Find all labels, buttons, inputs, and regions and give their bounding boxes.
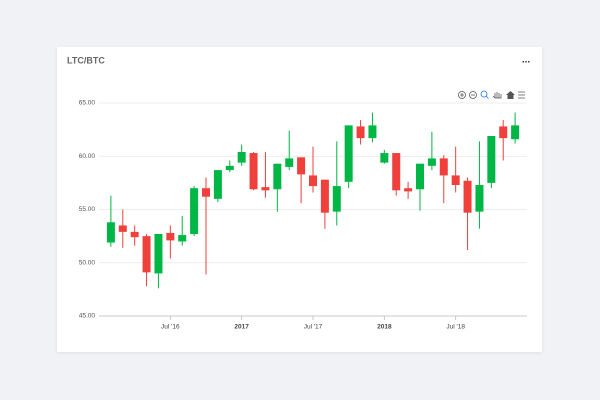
candle-body bbox=[475, 185, 484, 212]
x-tick-label: 2017 bbox=[234, 324, 249, 331]
zoom-in[interactable] bbox=[458, 91, 466, 99]
x-tick-label: Jul '16 bbox=[161, 324, 180, 331]
candle-body bbox=[154, 233, 163, 274]
zoom-out[interactable] bbox=[469, 91, 477, 99]
y-tick-label: 60.00 bbox=[79, 153, 96, 160]
candle-body bbox=[439, 158, 448, 176]
candle-body bbox=[273, 163, 282, 190]
toolbar bbox=[458, 90, 525, 99]
candle-body bbox=[237, 151, 246, 163]
candle-body bbox=[190, 188, 199, 234]
candle-body bbox=[285, 158, 294, 167]
x-tick-label: Jul '18 bbox=[446, 324, 465, 331]
y-tick-label: 55.00 bbox=[79, 206, 96, 213]
y-tick-label: 65.00 bbox=[79, 100, 96, 107]
candle-body bbox=[249, 153, 258, 190]
reset[interactable] bbox=[506, 91, 515, 99]
candle-body bbox=[380, 153, 389, 163]
candle-body bbox=[332, 186, 341, 212]
candle-body bbox=[451, 175, 460, 186]
menu-button[interactable]: ... bbox=[522, 55, 531, 66]
x-tick-label: 2018 bbox=[377, 324, 392, 331]
candle-body bbox=[344, 125, 353, 182]
candle-body bbox=[213, 170, 222, 199]
candle-body bbox=[487, 136, 496, 183]
candle-body bbox=[368, 125, 377, 139]
candle-body bbox=[130, 231, 139, 238]
candle-body bbox=[511, 125, 520, 140]
menu[interactable] bbox=[518, 91, 525, 99]
zoom-select[interactable] bbox=[480, 90, 489, 99]
candle-body bbox=[416, 163, 424, 190]
candle-body bbox=[178, 235, 187, 242]
candle-body bbox=[166, 232, 175, 241]
candle-body bbox=[202, 188, 210, 197]
candle-body bbox=[106, 222, 115, 243]
candle-body bbox=[225, 165, 234, 171]
card bbox=[57, 47, 542, 352]
candle-body bbox=[142, 236, 151, 273]
y-tick-label: 50.00 bbox=[79, 259, 96, 266]
candle-body bbox=[309, 175, 317, 187]
x-tick-label: Jul '17 bbox=[304, 324, 323, 331]
candle-body bbox=[320, 179, 329, 213]
candle-body bbox=[261, 187, 270, 191]
pan[interactable] bbox=[492, 92, 502, 99]
candle-body bbox=[499, 126, 508, 139]
y-tick-label: 45.00 bbox=[79, 313, 96, 320]
candle-body bbox=[404, 188, 413, 192]
candle-body bbox=[118, 225, 127, 232]
candle-body bbox=[297, 157, 306, 175]
chart-title: LTC/BTC bbox=[67, 55, 105, 65]
candle-body bbox=[356, 126, 365, 139]
candle-body bbox=[427, 158, 436, 166]
candle-body bbox=[392, 153, 401, 191]
candle-body bbox=[463, 180, 472, 213]
